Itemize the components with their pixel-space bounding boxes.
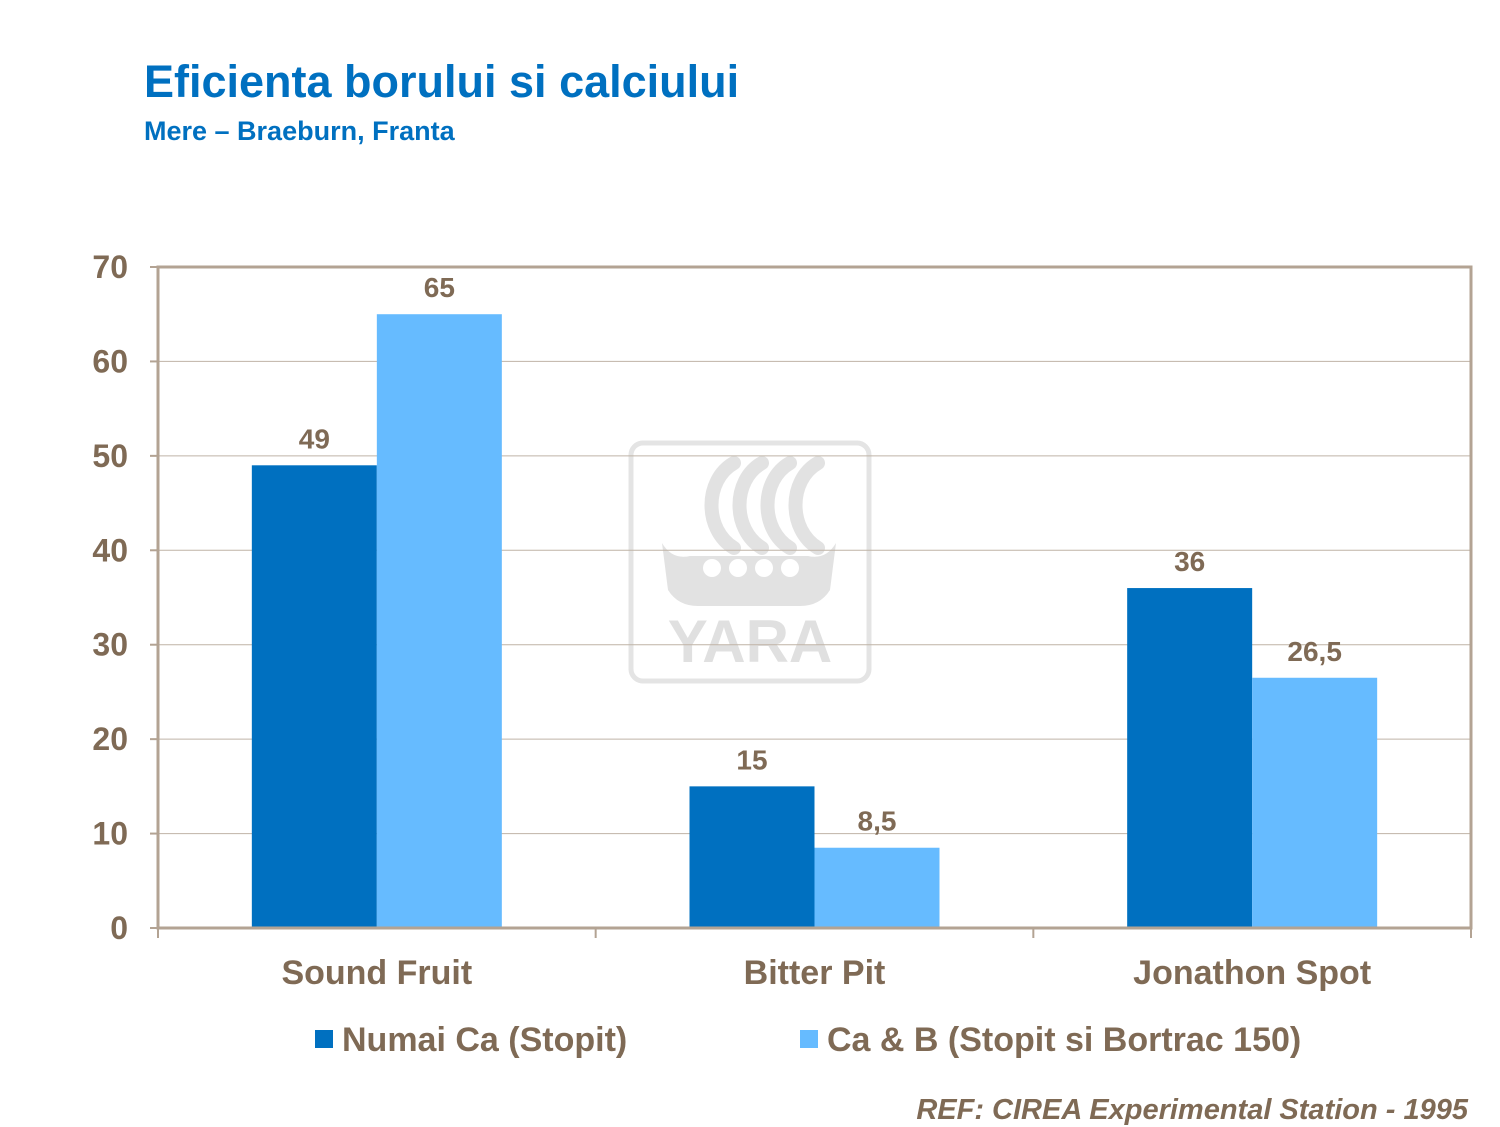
shield-dot <box>781 559 799 577</box>
legend-swatch <box>315 1030 333 1048</box>
data-labels: 49 15 36 65 8,5 26,5 <box>299 272 1342 837</box>
bar <box>814 847 940 928</box>
ship-hull <box>662 543 836 606</box>
y-tick-label: 0 <box>110 910 128 946</box>
bars <box>251 314 1378 928</box>
chart-subtitle: Mere – Braeburn, Franta <box>144 116 455 146</box>
reference-note: REF: CIREA Experimental Station - 1995 <box>916 1094 1468 1126</box>
watermark-frame <box>628 440 872 684</box>
legend-label: Numai Ca (Stopit) <box>342 1021 627 1059</box>
y-tick-label: 60 <box>92 343 128 379</box>
sail-stroke <box>732 456 769 555</box>
yara-viking-ship-icon <box>662 456 836 606</box>
legend-item: Ca & B (Stopit si Bortrac 150) <box>800 1021 1301 1059</box>
axes <box>156 265 1473 930</box>
shield-dot <box>729 559 747 577</box>
bar <box>376 314 502 928</box>
chart-title: Eficienta borului si calciului <box>144 56 740 107</box>
y-tick-label: 50 <box>92 438 128 474</box>
x-category-label: Sound Fruit <box>281 954 472 992</box>
watermark-text: YARA <box>668 608 833 675</box>
y-tick-label: 40 <box>92 532 128 568</box>
data-label: 8,5 <box>858 806 897 837</box>
shield-dot <box>755 559 773 577</box>
sail-stroke <box>760 456 797 555</box>
legend-swatch <box>800 1030 818 1048</box>
x-category-label: Jonathon Spot <box>1133 954 1371 992</box>
data-label: 15 <box>736 744 767 775</box>
y-tick-label: 10 <box>92 816 128 852</box>
y-tick-label: 70 <box>92 249 128 285</box>
data-label: 49 <box>299 423 330 454</box>
x-category-label: Bitter Pit <box>744 954 886 992</box>
x-axis-ticks: Sound Fruit Bitter Pit Jonathon Spot <box>157 928 1472 992</box>
legend-item: Numai Ca (Stopit) <box>315 1021 627 1059</box>
shield-dot <box>703 559 721 577</box>
y-tick-label: 30 <box>92 627 128 663</box>
y-tick-label: 20 <box>92 721 128 757</box>
data-label: 65 <box>424 272 455 303</box>
bar <box>689 786 815 928</box>
yara-watermark: YARA <box>628 440 872 684</box>
bar <box>1127 588 1253 928</box>
data-label: 36 <box>1174 546 1205 577</box>
sail-stroke <box>704 456 741 555</box>
bar <box>1252 677 1378 928</box>
sail-stroke <box>788 456 825 555</box>
legend-label: Ca & B (Stopit si Bortrac 150) <box>827 1021 1301 1059</box>
data-label: 26,5 <box>1287 636 1342 667</box>
bar <box>251 465 377 928</box>
legend: Numai Ca (Stopit) Ca & B (Stopit si Bortr… <box>315 1021 1301 1059</box>
y-axis-ticks: 0 10 20 30 40 50 60 70 <box>92 249 158 946</box>
